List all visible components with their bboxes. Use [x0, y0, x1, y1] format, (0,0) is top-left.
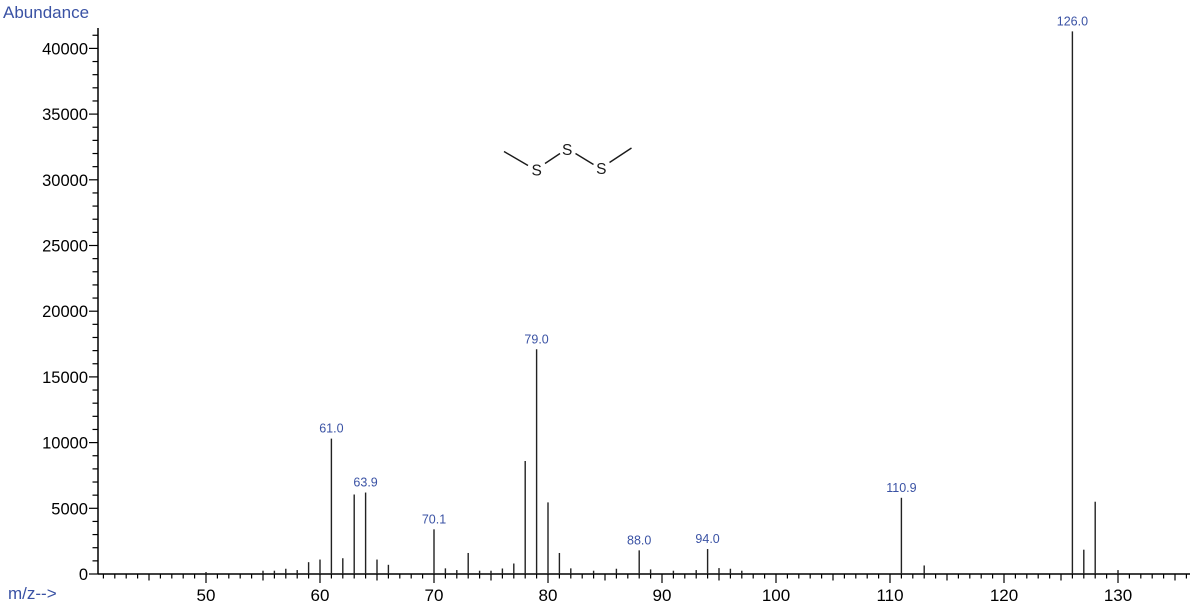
y-tick-label: 0 [79, 566, 88, 584]
sulfur-atom-label: S [562, 142, 572, 159]
molecule-bond [609, 147, 632, 164]
y-tick-label: 20000 [42, 303, 88, 321]
y-tick-label: 5000 [51, 500, 88, 518]
y-tick-label: 30000 [42, 172, 88, 190]
y-tick-label: 40000 [42, 40, 88, 58]
molecule-bond [544, 152, 561, 165]
sulfur-atom-label: S [596, 161, 606, 178]
peak-label: 88.0 [627, 533, 651, 547]
x-tick-label: 50 [197, 586, 216, 605]
x-tick-label: 60 [311, 586, 330, 605]
peak-label: 126.0 [1057, 14, 1088, 28]
y-tick-label: 10000 [42, 435, 88, 453]
x-tick-label: 120 [990, 586, 1018, 605]
sulfur-atom-label: S [532, 163, 542, 180]
molecule-bond [503, 150, 529, 167]
x-axis-title: m/z--> [8, 584, 57, 603]
y-axis-title: Abundance [3, 3, 90, 22]
x-tick-label: 130 [1104, 586, 1132, 605]
peak-label: 63.9 [353, 476, 377, 490]
x-tick-label: 70 [425, 586, 444, 605]
molecule-bond [575, 152, 594, 166]
x-tick-label: 110 [876, 586, 903, 605]
peak-label: 94.0 [695, 532, 719, 546]
peak-label: 79.0 [524, 332, 548, 346]
peak-label: 110.9 [886, 481, 916, 495]
x-tick-label: 80 [539, 586, 558, 605]
y-tick-label: 35000 [42, 106, 88, 124]
peak-label: 70.1 [422, 512, 446, 526]
x-tick-label: 100 [762, 586, 790, 605]
peak-label: 61.0 [319, 422, 343, 436]
y-tick-label: 15000 [42, 369, 88, 387]
x-tick-label: 90 [653, 586, 672, 605]
y-tick-label: 25000 [42, 238, 88, 256]
